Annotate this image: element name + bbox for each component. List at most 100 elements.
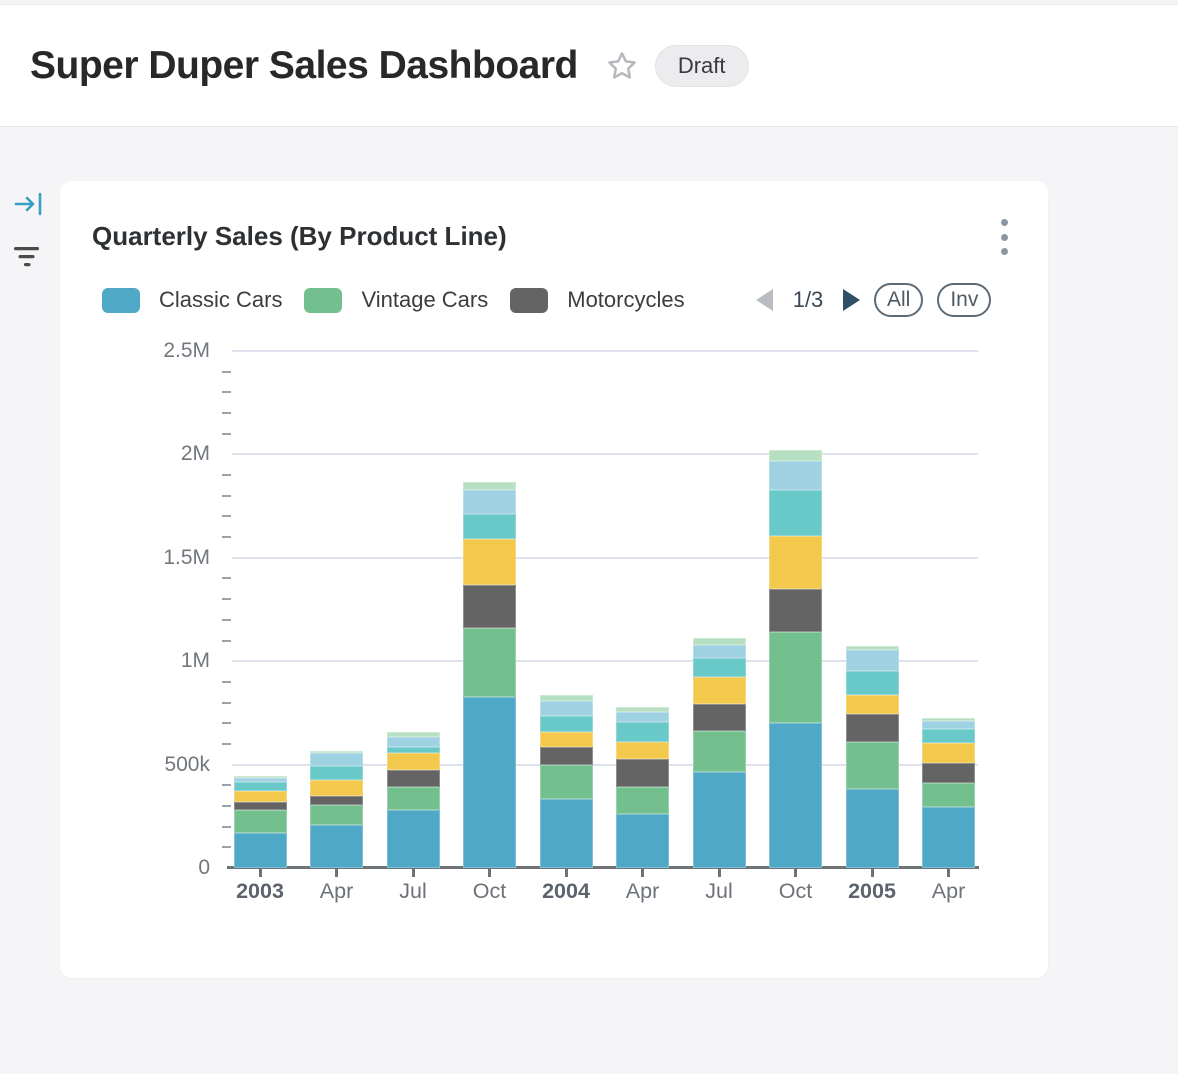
bar-segment-motorcycles[interactable] bbox=[845, 713, 899, 742]
bar-segment-vintage-cars[interactable] bbox=[616, 786, 669, 815]
favorite-star-button[interactable] bbox=[605, 49, 639, 83]
legend-next-button[interactable] bbox=[843, 289, 860, 311]
bar-segment-series-7-unlabeled-light-green-[interactable] bbox=[616, 706, 669, 712]
bar-segment-motorcycles[interactable] bbox=[310, 795, 363, 805]
y-minor-tick bbox=[222, 742, 231, 745]
x-axis-label: Jul bbox=[705, 879, 733, 903]
bar-segment-series-6-unlabeled-light-blue-[interactable] bbox=[922, 720, 975, 730]
bar-segment-vintage-cars[interactable] bbox=[769, 631, 822, 724]
bar-segment-series-7-unlabeled-light-green-[interactable] bbox=[922, 718, 975, 721]
bar-segment-series-7-unlabeled-light-green-[interactable] bbox=[845, 645, 899, 651]
bar-segment-motorcycles[interactable] bbox=[539, 747, 593, 765]
bar-segment-vintage-cars[interactable] bbox=[463, 627, 516, 697]
bar-segment-series-5-unlabeled-teal-[interactable] bbox=[310, 765, 363, 780]
y-minor-tick bbox=[222, 412, 231, 415]
x-axis-tick bbox=[564, 869, 568, 877]
bar-segment-series-4-unlabeled-yellow-[interactable] bbox=[386, 752, 440, 770]
bar-segment-series-5-unlabeled-teal-[interactable] bbox=[386, 746, 440, 753]
gridline-1M bbox=[232, 660, 978, 663]
bar-segment-series-6-unlabeled-light-blue-[interactable] bbox=[616, 711, 669, 722]
bar-segment-classic-cars[interactable] bbox=[845, 789, 899, 868]
filter-button[interactable] bbox=[14, 246, 40, 273]
x-axis-line bbox=[227, 866, 979, 869]
legend-page-indicator: 1/3 bbox=[792, 287, 824, 312]
bar-segment-classic-cars[interactable] bbox=[922, 806, 975, 868]
bar-segment-classic-cars[interactable] bbox=[310, 825, 363, 868]
bar-segment-motorcycles[interactable] bbox=[922, 762, 975, 783]
bar-segment-series-7-unlabeled-light-green-[interactable] bbox=[386, 732, 440, 737]
bar-segment-classic-cars[interactable] bbox=[769, 723, 822, 868]
bar-segment-series-6-unlabeled-light-blue-[interactable] bbox=[769, 461, 822, 490]
bar-segment-series-6-unlabeled-light-blue-[interactable] bbox=[233, 778, 287, 783]
bar-segment-classic-cars[interactable] bbox=[463, 696, 516, 868]
bar-segment-series-4-unlabeled-yellow-[interactable] bbox=[233, 790, 287, 802]
bar-segment-classic-cars[interactable] bbox=[692, 771, 746, 868]
bar-segment-motorcycles[interactable] bbox=[233, 801, 287, 811]
bar-segment-motorcycles[interactable] bbox=[386, 769, 440, 788]
bar-segment-series-4-unlabeled-yellow-[interactable] bbox=[922, 742, 975, 763]
top-strip bbox=[0, 0, 1178, 5]
x-axis-tick bbox=[947, 869, 950, 877]
bar-segment-series-6-unlabeled-light-blue-[interactable] bbox=[463, 489, 516, 514]
legend-item-motorcycles[interactable]: Motorcycles bbox=[510, 287, 685, 313]
bar-segment-series-4-unlabeled-yellow-[interactable] bbox=[463, 539, 516, 585]
bar-segment-series-4-unlabeled-yellow-[interactable] bbox=[310, 779, 363, 796]
bar-segment-series-4-unlabeled-yellow-[interactable] bbox=[616, 741, 669, 759]
x-axis-label: Jul bbox=[399, 879, 427, 903]
bar-segment-series-7-unlabeled-light-green-[interactable] bbox=[310, 750, 363, 754]
bar-segment-series-5-unlabeled-teal-[interactable] bbox=[463, 513, 516, 540]
kebab-dot bbox=[1000, 233, 1008, 241]
bar-segment-series-6-unlabeled-light-blue-[interactable] bbox=[310, 753, 363, 766]
bar-segment-vintage-cars[interactable] bbox=[539, 765, 593, 799]
bar-segment-series-5-unlabeled-teal-[interactable] bbox=[845, 670, 899, 695]
select-all-button[interactable]: All bbox=[874, 283, 924, 317]
bar-segment-series-4-unlabeled-yellow-[interactable] bbox=[769, 535, 822, 590]
bar-segment-classic-cars[interactable] bbox=[233, 833, 287, 868]
bar-segment-motorcycles[interactable] bbox=[463, 584, 516, 628]
x-axis-tick bbox=[411, 869, 415, 877]
chart-legend: Classic Cars Vintage Cars Motorcycles bbox=[102, 283, 685, 317]
bar-segment-series-7-unlabeled-light-green-[interactable] bbox=[692, 638, 746, 646]
bar-segment-vintage-cars[interactable] bbox=[845, 741, 899, 790]
legend-prev-button[interactable] bbox=[756, 289, 773, 311]
bar-segment-vintage-cars[interactable] bbox=[692, 730, 746, 772]
y-minor-tick bbox=[222, 494, 231, 497]
bar-segment-vintage-cars[interactable] bbox=[310, 804, 363, 826]
invert-selection-button[interactable]: Inv bbox=[937, 283, 992, 317]
bar-segment-series-4-unlabeled-yellow-[interactable] bbox=[845, 694, 899, 714]
bar-segment-series-5-unlabeled-teal-[interactable] bbox=[539, 716, 593, 732]
bar-segment-classic-cars[interactable] bbox=[386, 810, 440, 868]
collapse-panel-icon bbox=[14, 192, 42, 216]
collapse-panel-button[interactable] bbox=[14, 190, 44, 223]
star-icon bbox=[608, 51, 636, 79]
legend-item-classic-cars[interactable]: Classic Cars bbox=[102, 287, 282, 313]
bar-segment-series-5-unlabeled-teal-[interactable] bbox=[769, 489, 822, 536]
bar-segment-classic-cars[interactable] bbox=[616, 814, 669, 868]
card-menu-button[interactable] bbox=[994, 217, 1014, 257]
bar-segment-series-6-unlabeled-light-blue-[interactable] bbox=[386, 736, 440, 747]
bar-segment-series-6-unlabeled-light-blue-[interactable] bbox=[845, 650, 899, 671]
bar-segment-series-7-unlabeled-light-green-[interactable] bbox=[769, 450, 822, 461]
bar-segment-motorcycles[interactable] bbox=[616, 759, 669, 787]
bar-segment-series-4-unlabeled-yellow-[interactable] bbox=[692, 677, 746, 705]
y-minor-tick bbox=[222, 680, 231, 683]
bar-segment-series-7-unlabeled-light-green-[interactable] bbox=[233, 775, 287, 779]
bar-segment-series-7-unlabeled-light-green-[interactable] bbox=[463, 482, 516, 490]
bar-segment-vintage-cars[interactable] bbox=[922, 782, 975, 807]
bar-segment-series-5-unlabeled-teal-[interactable] bbox=[233, 782, 287, 791]
bar-segment-series-6-unlabeled-light-blue-[interactable] bbox=[539, 700, 593, 716]
legend-item-vintage-cars[interactable]: Vintage Cars bbox=[304, 287, 488, 313]
bar-segment-classic-cars[interactable] bbox=[539, 798, 593, 868]
bar-segment-series-5-unlabeled-teal-[interactable] bbox=[922, 729, 975, 743]
bar-segment-series-5-unlabeled-teal-[interactable] bbox=[616, 721, 669, 742]
legend-label: Vintage Cars bbox=[361, 287, 489, 312]
bar-segment-series-7-unlabeled-light-green-[interactable] bbox=[539, 694, 593, 701]
bar-segment-vintage-cars[interactable] bbox=[386, 787, 440, 811]
bar-segment-motorcycles[interactable] bbox=[692, 704, 746, 731]
bar-segment-series-4-unlabeled-yellow-[interactable] bbox=[539, 731, 593, 748]
bar-segment-series-6-unlabeled-light-blue-[interactable] bbox=[692, 645, 746, 659]
bar-segment-motorcycles[interactable] bbox=[769, 589, 822, 632]
bar-segment-vintage-cars[interactable] bbox=[233, 810, 287, 834]
legend-swatch bbox=[102, 287, 140, 313]
bar-segment-series-5-unlabeled-teal-[interactable] bbox=[692, 658, 746, 678]
